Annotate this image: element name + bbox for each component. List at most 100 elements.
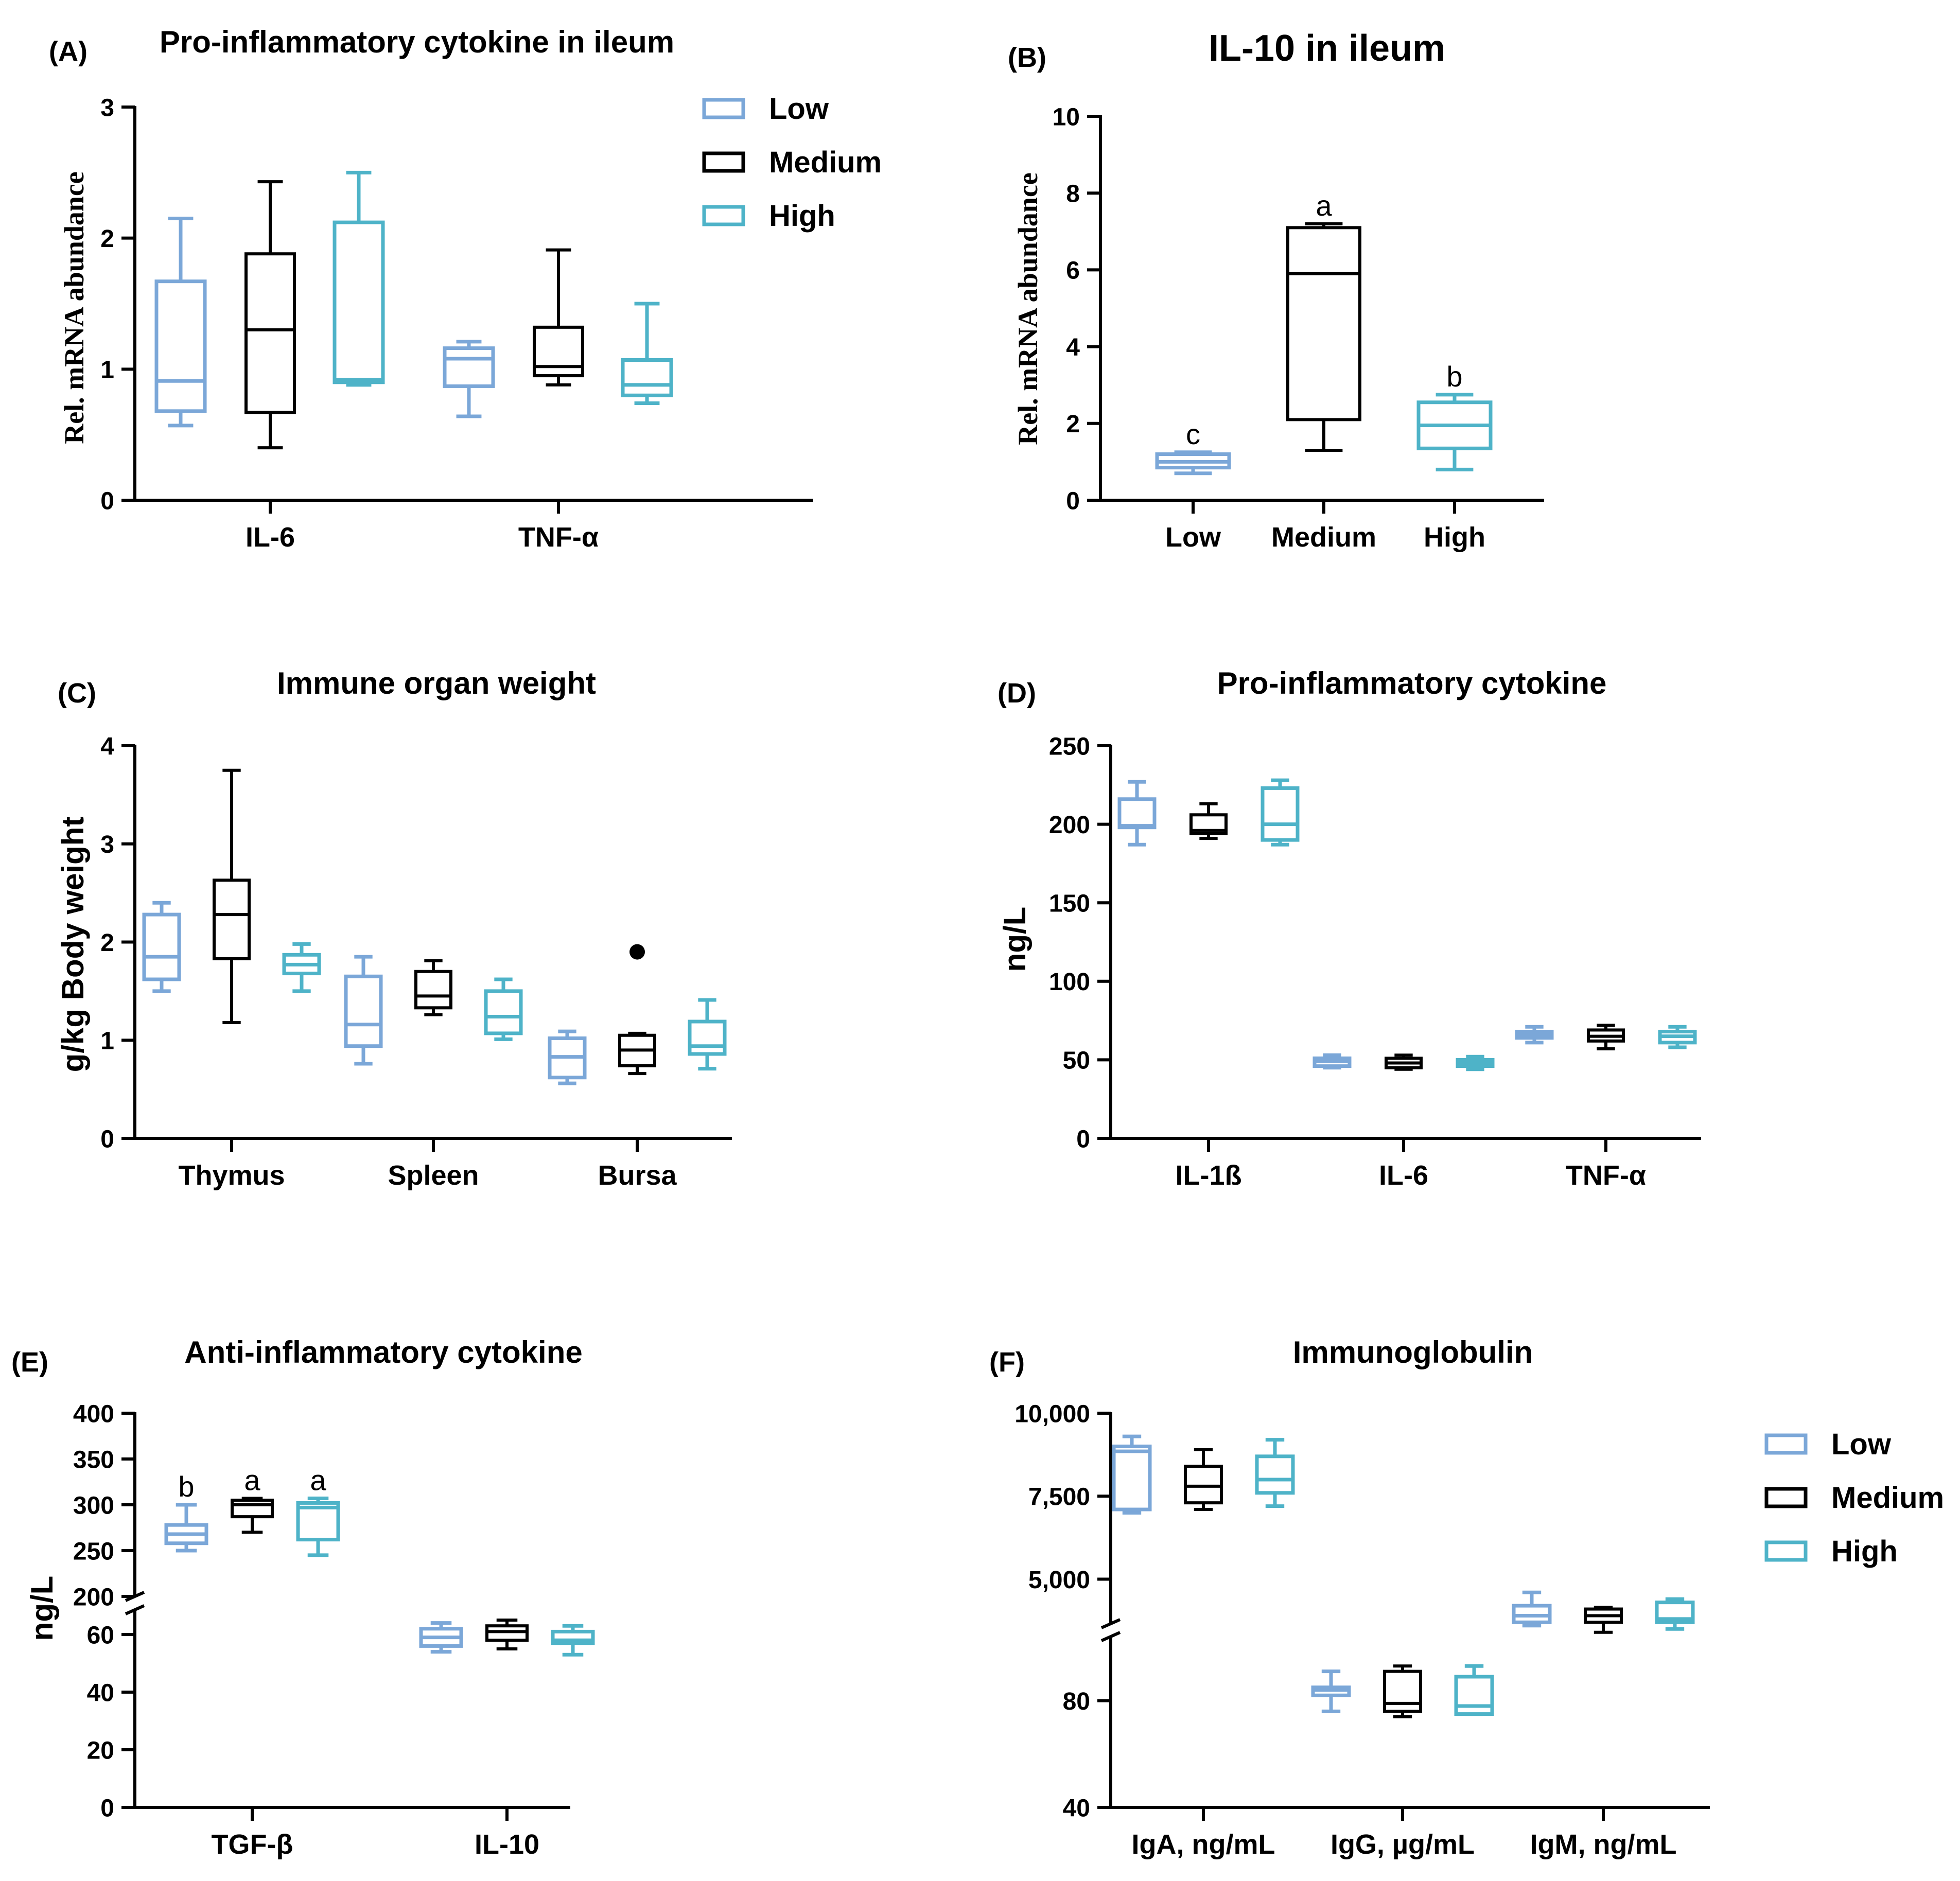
significance-letter: c xyxy=(1186,418,1200,450)
panel-a-box-high-tnf xyxy=(621,302,673,406)
panel-a-y-tick-label: 1 xyxy=(100,357,114,384)
panel-a-x-tick-label-il-6: IL-6 xyxy=(246,522,295,553)
panel-f-y-tick-label: 5,000 xyxy=(1028,1567,1090,1594)
panel-d-box-medium-il-1 xyxy=(1189,802,1228,840)
panel-f-label: (F) xyxy=(989,1347,1025,1378)
panel-b-y-tick-label: 4 xyxy=(1066,334,1080,361)
panel-f-axes: 40 80 5,000 7,500 10,000 IgA, ng/mL IgG, µg/mL… xyxy=(1014,1400,1710,1860)
panel-e-y-tick-label: 300 xyxy=(73,1492,114,1519)
box-iqr xyxy=(414,970,452,1010)
panel-a-box-low-il-6 xyxy=(154,216,207,428)
box-iqr xyxy=(621,358,673,397)
legend-f: Low Medium High xyxy=(1764,1428,1944,1568)
panel-e-box-low-tgf: b xyxy=(164,1470,208,1553)
box-iqr xyxy=(332,220,385,384)
panel-e-title: Anti-inflammatory cytokine xyxy=(184,1335,582,1369)
panel-d-label: (D) xyxy=(997,678,1036,709)
panel-d-box-low-il-1 xyxy=(1117,780,1157,847)
panel-d-box-high-il-1 xyxy=(1261,778,1300,847)
panel-d-y-tick-label: 250 xyxy=(1049,733,1090,760)
panel-a-x-tick-label-tnf: TNF-α xyxy=(518,522,599,553)
box-iqr xyxy=(484,989,523,1035)
panel-e-y-tick-label: 60 xyxy=(87,1622,114,1649)
panel-a-y-axis-label: Rel. mRNA abundance xyxy=(59,171,90,444)
panel-f: (F) Immunoglobulin 40 80 5,000 7,500 10,000 I… xyxy=(989,1335,1710,1860)
panel-e-axis-break-mark xyxy=(125,1604,145,1615)
panel-e-x-tick-label-il-10: IL-10 xyxy=(475,1829,539,1860)
panel-e-y-tick-label: 200 xyxy=(73,1584,114,1611)
panel-c-y-axis-label: g/kg Body weight xyxy=(56,817,90,1073)
panel-c-y-tick-label: 1 xyxy=(100,1028,114,1055)
significance-letter: b xyxy=(1446,360,1462,393)
panel-c-axes: 0 1 2 3 4 Thymus Spleen Bursa xyxy=(100,733,732,1191)
significance-letter: a xyxy=(244,1464,260,1497)
panel-d-title: Pro-inflammatory cytokine xyxy=(1217,666,1607,700)
panel-c-box-medium-thymus xyxy=(213,768,251,1024)
panel-f-x-tick-label-iga-ng-ml: IgA, ng/mL xyxy=(1132,1829,1275,1860)
panel-f-y-tick-label: 80 xyxy=(1063,1688,1090,1715)
panel-c-x-tick-label-bursa: Bursa xyxy=(598,1160,677,1191)
box-outlier xyxy=(629,944,645,960)
panel-a-box-medium-il-6 xyxy=(244,180,296,450)
panel-c-box-marks xyxy=(142,768,727,1085)
panel-d: (D) Pro-inflammatory cytokine ng/L 0 50 10… xyxy=(997,666,1701,1191)
panel-f-box-medium-igg-g-ml xyxy=(1383,1664,1422,1718)
significance-letter: b xyxy=(178,1470,194,1503)
box-iqr xyxy=(688,1019,727,1056)
panel-f-box-high-igg-g-ml xyxy=(1454,1664,1494,1716)
legend-label-medium: Medium xyxy=(1831,1481,1944,1515)
panel-d-y-axis-label: ng/L xyxy=(997,907,1032,972)
panel-e-box-low-il-10 xyxy=(419,1621,463,1654)
panel-c-box-high-spleen xyxy=(484,977,523,1041)
legend-label-high: High xyxy=(769,199,835,233)
panel-a-y-tick-label: 2 xyxy=(100,225,114,253)
panel-d-x-tick-label-il-6: IL-6 xyxy=(1379,1160,1428,1191)
panel-b-box-medium-medium: a xyxy=(1286,189,1361,452)
panel-b-title: IL-10 in ileum xyxy=(1209,28,1445,69)
panel-e-box-high-il-10 xyxy=(551,1624,595,1657)
panel-f-box-high-igm-ng-ml xyxy=(1655,1597,1695,1631)
panel-a-label: (A) xyxy=(49,36,87,67)
panel-e-y-tick-label: 400 xyxy=(73,1400,114,1428)
panel-c-box-low-bursa xyxy=(548,1029,587,1085)
panel-d-box-low-tnf xyxy=(1515,1025,1554,1045)
panel-c-box-medium-spleen xyxy=(414,959,452,1016)
panel-e-label: (E) xyxy=(11,1347,48,1378)
panel-e-y-tick-label: 40 xyxy=(87,1679,114,1707)
panel-e-x-tick-label-tgf: TGF-β xyxy=(212,1829,293,1860)
legend-swatch-low xyxy=(702,98,745,119)
panel-c-box-high-bursa xyxy=(688,998,727,1071)
panel-c: (C) Immune organ weight g/kg Body weight… xyxy=(56,666,732,1191)
panel-c-y-tick-label: 3 xyxy=(100,831,114,858)
legend-swatch-high xyxy=(702,205,745,226)
panel-a-box-marks xyxy=(154,170,673,450)
box-iqr xyxy=(1454,1675,1494,1716)
legend-label-high: High xyxy=(1831,1535,1898,1568)
panel-c-y-tick-label: 2 xyxy=(100,929,114,957)
box-iqr xyxy=(154,279,207,413)
panel-c-x-tick-label-thymus: Thymus xyxy=(178,1160,285,1191)
panel-b-y-tick-label: 10 xyxy=(1053,103,1080,131)
panel-d-y-tick-label: 100 xyxy=(1049,969,1090,996)
panel-e-box-high-tgf: a xyxy=(296,1464,340,1557)
panel-f-title: Immunoglobulin xyxy=(1293,1335,1533,1369)
panel-f-box-medium-igm-ng-ml xyxy=(1584,1606,1623,1634)
panel-c-y-tick-label: 0 xyxy=(100,1126,114,1153)
panel-b-x-tick-label-medium: Medium xyxy=(1271,522,1376,553)
panel-b-y-tick-label: 6 xyxy=(1066,257,1080,285)
panel-e-box-medium-il-10 xyxy=(485,1619,529,1650)
panel-b-axes: 0 2 4 6 8 10 Low Medium High xyxy=(1053,103,1544,553)
panel-f-box-low-iga-ng-ml xyxy=(1112,1434,1152,1515)
panel-b-x-tick-label-low: Low xyxy=(1165,522,1221,553)
panel-c-box-low-spleen xyxy=(344,955,383,1066)
panel-c-box-high-thymus xyxy=(282,942,321,993)
panel-b-box-high-high: b xyxy=(1416,360,1493,471)
panel-e-y-tick-label: 350 xyxy=(73,1446,114,1473)
panel-b-box-low-low: c xyxy=(1155,418,1231,476)
box-iqr xyxy=(533,325,584,378)
panel-d-y-tick-label: 200 xyxy=(1049,812,1090,839)
panel-e-box-medium-tgf: a xyxy=(231,1464,274,1534)
significance-letter: a xyxy=(310,1464,326,1497)
